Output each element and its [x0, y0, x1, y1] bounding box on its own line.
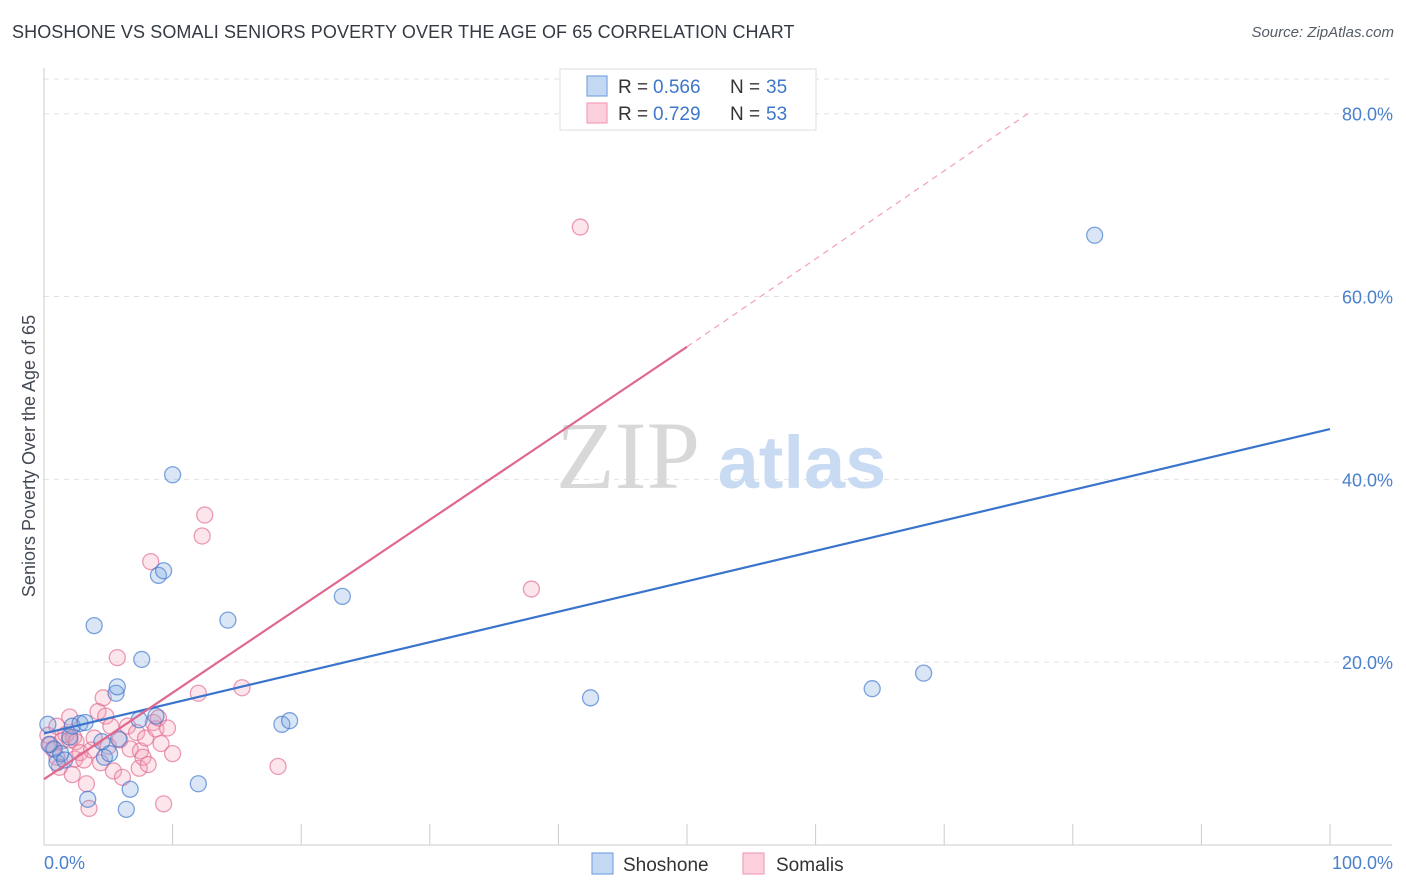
- trend-lines: [43, 113, 1331, 781]
- bottom-legend: Shoshone Somalis: [591, 852, 844, 876]
- point-somalis-45: [193, 527, 211, 545]
- y-axis-label: Seniors Poverty Over the Age of 65: [19, 315, 39, 597]
- point-shoshone-29: [333, 587, 352, 606]
- y-tick-label-60: 60.0%: [1342, 288, 1393, 308]
- point-somalis-25: [108, 648, 126, 667]
- watermark-zip: ZIP: [556, 402, 700, 509]
- y-tick-label-80: 80.0%: [1342, 105, 1393, 125]
- bottom-legend-swatch-shoshone: [591, 852, 614, 875]
- point-somalis-30: [127, 723, 146, 742]
- tick-labels: 20.0% 40.0% 60.0% 80.0% 0.0% 100.0%: [44, 105, 1393, 873]
- point-somalis-36: [142, 552, 160, 571]
- x-tick-label-min: 0.0%: [44, 853, 85, 873]
- watermark-atlas: atlas: [718, 421, 887, 504]
- y-tick-label-40: 40.0%: [1342, 470, 1393, 490]
- legend-r-label-shoshone: R =: [618, 77, 648, 98]
- point-shoshone-31: [863, 680, 881, 698]
- point-shoshone-25: [189, 775, 207, 793]
- point-shoshone-13: [100, 744, 119, 763]
- trend-line-somalis: [43, 345, 688, 781]
- point-shoshone-16: [109, 730, 128, 748]
- point-shoshone-26: [219, 611, 237, 629]
- point-shoshone-15: [108, 678, 126, 696]
- point-somalis-43: [163, 744, 182, 763]
- legend-r-label-somalis: R =: [618, 104, 648, 125]
- watermark: ZIP atlas: [556, 402, 886, 509]
- data-points: [39, 218, 1104, 818]
- point-shoshone-30: [581, 689, 600, 707]
- trend-line-shoshone: [43, 428, 1331, 735]
- point-shoshone-34: [40, 735, 58, 754]
- point-shoshone-9: [79, 790, 97, 808]
- point-shoshone-28: [280, 712, 299, 730]
- legend-r-value-somalis: 0.729: [653, 104, 701, 125]
- source-credit: Source: ZipAtlas.com: [1251, 24, 1394, 41]
- point-somalis-50: [571, 218, 589, 236]
- point-somalis-14: [77, 775, 96, 793]
- point-shoshone-17: [117, 800, 135, 818]
- point-shoshone-5: [61, 728, 79, 746]
- point-somalis-46: [196, 506, 214, 524]
- bottom-legend-label-shoshone: Shoshone: [623, 855, 709, 876]
- point-somalis-41: [154, 795, 173, 813]
- point-shoshone-18: [121, 780, 139, 798]
- point-shoshone-21: [147, 707, 165, 725]
- point-shoshone-24: [163, 466, 182, 484]
- bottom-legend-label-somalis: Somalis: [776, 855, 844, 876]
- trend-line-somalis-extension: [686, 113, 1029, 348]
- point-shoshone-20: [133, 650, 151, 669]
- point-somalis-42: [158, 719, 177, 737]
- point-shoshone-32: [914, 664, 933, 682]
- x-tick-label-max: 100.0%: [1332, 853, 1393, 873]
- legend-n-value-somalis: 53: [766, 104, 787, 125]
- point-shoshone-0: [39, 715, 57, 733]
- point-shoshone-14: [107, 684, 125, 702]
- legend-n-label-shoshone: N =: [730, 77, 760, 98]
- legend-swatch-shoshone: [586, 75, 608, 97]
- point-somalis-31: [130, 759, 148, 777]
- chart-title: SHOSHONE VS SOMALI SENIORS POVERTY OVER …: [12, 22, 795, 42]
- point-somalis-40: [152, 734, 170, 753]
- point-shoshone-33: [1086, 226, 1104, 244]
- point-somalis-8: [63, 765, 81, 784]
- point-shoshone-10: [85, 616, 103, 635]
- point-somalis-20: [94, 689, 112, 707]
- bottom-legend-swatch-somalis: [742, 852, 765, 875]
- point-somalis-24: [104, 762, 123, 780]
- legend-n-value-shoshone: 35: [766, 77, 787, 98]
- y-tick-label-20: 20.0%: [1342, 653, 1393, 673]
- legend-swatch-somalis: [586, 102, 608, 124]
- legend: R = 0.566 N = 35 R = 0.729 N = 53: [559, 68, 817, 131]
- point-shoshone-23: [154, 562, 173, 580]
- point-somalis-48: [269, 757, 287, 776]
- point-somalis-49: [522, 580, 541, 598]
- legend-n-label-somalis: N =: [730, 104, 760, 125]
- axes: [43, 68, 1392, 846]
- point-somalis-35: [139, 755, 157, 774]
- legend-r-value-shoshone: 0.566: [653, 77, 701, 98]
